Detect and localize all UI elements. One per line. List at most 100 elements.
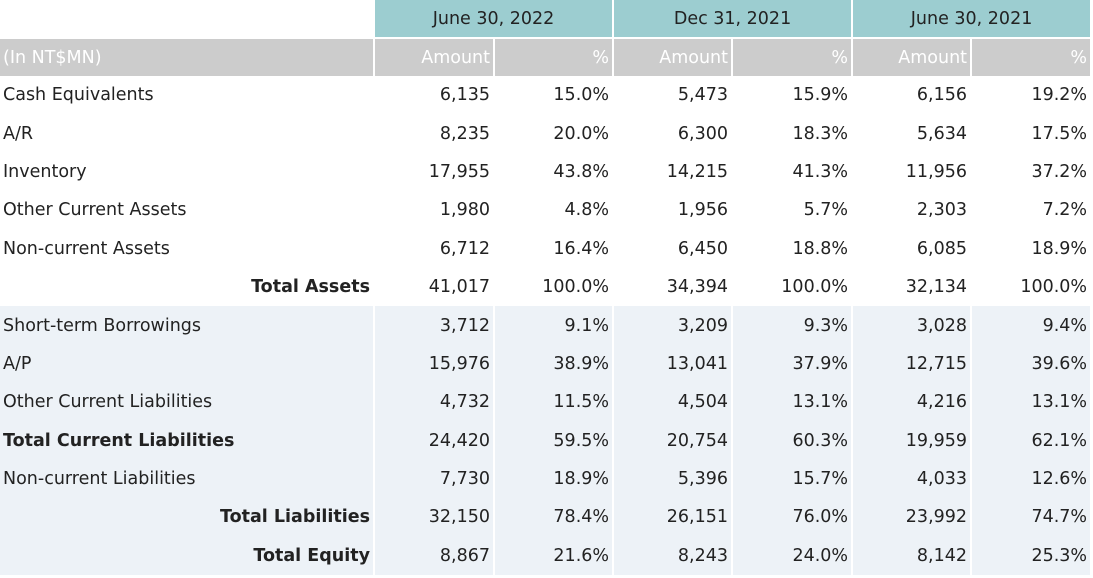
cell: 18.9% <box>494 459 615 499</box>
row-label: Total Equity <box>0 536 375 576</box>
cell: 6,135 <box>439 85 490 106</box>
total-current-liabilities-row: Total Current Liabilities 24,420 59.5% 2… <box>0 421 1093 460</box>
table-row: A/P 15,976 38.9% 13,041 37.9% 12,715 39.… <box>0 344 1093 384</box>
cell: 9.4% <box>971 306 1093 345</box>
table-row: Other Current Liabilities 4,732 11.5% 4,… <box>0 383 1093 422</box>
cell: 15.0% <box>553 85 610 106</box>
row-label: Total Liabilities <box>0 498 375 537</box>
cell: 39.6% <box>971 344 1093 384</box>
row-label: Short-term Borrowings <box>0 306 375 345</box>
table-row: Other Current Assets 1,980 4.8% 1,956 5.… <box>0 191 1091 229</box>
table-row: Short-term Borrowings 3,712 9.1% 3,209 9… <box>0 306 1093 345</box>
cell: 18.8% <box>792 238 849 259</box>
pct-header: % <box>971 38 1093 76</box>
cell: 43.8% <box>553 161 610 182</box>
row-label: Non-current Assets <box>3 238 170 259</box>
header-blank-cell <box>0 0 375 39</box>
row-label: Other Current Assets <box>3 200 187 221</box>
total-equity-row: Total Equity 8,867 21.6% 8,243 24.0% 8,1… <box>0 536 1093 576</box>
cell: 8,243 <box>613 536 734 576</box>
cell: 18.3% <box>792 123 849 144</box>
cell: 100.0% <box>1020 277 1088 298</box>
cell: 6,300 <box>677 123 729 144</box>
cell: 32,150 <box>374 498 495 537</box>
cell: 23,992 <box>852 498 973 537</box>
cell: 19.2% <box>1031 85 1088 106</box>
cell: 11,956 <box>905 161 968 182</box>
cell: 4.8% <box>564 200 610 221</box>
cell: 15.9% <box>792 85 849 106</box>
cell: 2,303 <box>916 200 968 221</box>
cell: 26,151 <box>613 498 734 537</box>
cell: 76.0% <box>732 498 854 537</box>
period-header-jun-2021: June 30, 2021 <box>852 0 1093 39</box>
cell: 4,033 <box>852 459 973 499</box>
cell: 12.6% <box>971 459 1093 499</box>
cell: 32,134 <box>905 277 968 298</box>
cell: 25.3% <box>971 536 1093 576</box>
row-label: Inventory <box>3 161 87 182</box>
cell: 15.7% <box>732 459 854 499</box>
cell: 4,216 <box>852 383 973 422</box>
row-label: Total Current Liabilities <box>0 421 375 460</box>
cell: 38.9% <box>494 344 615 384</box>
row-label: Total Assets <box>251 277 370 298</box>
cell: 7.2% <box>1042 200 1088 221</box>
cell: 3,209 <box>613 306 734 345</box>
cell: 7,730 <box>374 459 495 499</box>
cell: 11.5% <box>494 383 615 422</box>
unit-label: (In NT$MN) <box>0 38 375 76</box>
cell: 41,017 <box>428 277 490 298</box>
cell: 14,215 <box>666 161 729 182</box>
cell: 24,420 <box>374 421 495 460</box>
table-row: Non-current Assets 6,712 16.4% 6,450 18.… <box>0 230 1091 268</box>
period-header-jun-2022: June 30, 2022 <box>374 0 615 39</box>
cell: 13.1% <box>732 383 854 422</box>
cell: 20.0% <box>553 123 610 144</box>
cell: 59.5% <box>494 421 615 460</box>
cell: 16.4% <box>553 238 610 259</box>
table-row: Inventory 17,955 43.8% 14,215 41.3% 11,9… <box>0 153 1091 191</box>
cell: 100.0% <box>781 277 849 298</box>
row-label: Cash Equivalents <box>3 85 154 106</box>
amount-header: Amount <box>852 38 973 76</box>
cell: 17.5% <box>1031 123 1088 144</box>
cell: 6,450 <box>677 238 729 259</box>
period-header-dec-2021: Dec 31, 2021 <box>613 0 854 39</box>
cell: 5,473 <box>677 85 729 106</box>
cell: 18.9% <box>1031 238 1088 259</box>
cell: 13,041 <box>613 344 734 384</box>
amount-header: Amount <box>374 38 495 76</box>
cell: 5,634 <box>916 123 968 144</box>
cell: 60.3% <box>732 421 854 460</box>
total-liabilities-row: Total Liabilities 32,150 78.4% 26,151 76… <box>0 498 1093 537</box>
row-label: A/P <box>0 344 375 384</box>
cell: 6,156 <box>916 85 968 106</box>
cell: 15,976 <box>374 344 495 384</box>
cell: 21.6% <box>494 536 615 576</box>
amount-header: Amount <box>613 38 734 76</box>
row-label: Other Current Liabilities <box>0 383 375 422</box>
cell: 9.3% <box>732 306 854 345</box>
cell: 37.9% <box>732 344 854 384</box>
cell: 78.4% <box>494 498 615 537</box>
cell: 20,754 <box>613 421 734 460</box>
pct-header: % <box>732 38 854 76</box>
cell: 1,956 <box>677 200 729 221</box>
cell: 6,085 <box>916 238 968 259</box>
cell: 17,955 <box>428 161 490 182</box>
cell: 24.0% <box>732 536 854 576</box>
cell: 13.1% <box>971 383 1093 422</box>
cell: 41.3% <box>792 161 849 182</box>
cell: 1,980 <box>439 200 490 221</box>
cell: 3,028 <box>852 306 973 345</box>
row-label: A/R <box>3 123 34 144</box>
table-row: A/R 8,235 20.0% 6,300 18.3% 5,634 17.5% <box>0 114 1091 152</box>
period-header-row: June 30, 2022 Dec 31, 2021 June 30, 2021 <box>0 0 1093 39</box>
cell: 74.7% <box>971 498 1093 537</box>
cell: 8,235 <box>439 123 490 144</box>
cell: 8,867 <box>374 536 495 576</box>
cell: 100.0% <box>542 277 610 298</box>
cell: 12,715 <box>852 344 973 384</box>
